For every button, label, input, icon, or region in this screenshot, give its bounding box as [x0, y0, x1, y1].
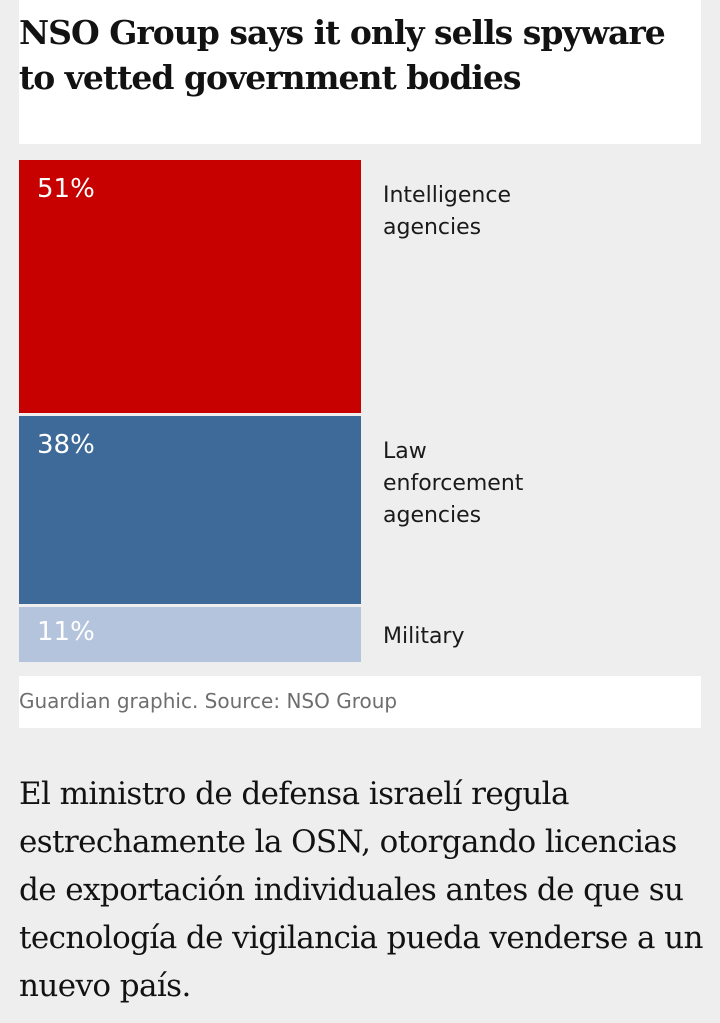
- chart-title: NSO Group says it only sells spyware to …: [19, 13, 666, 97]
- data-label-law-enforcement-agencies: 38%: [37, 430, 95, 460]
- stacked-bar-chart: 51% 38% 11%: [19, 160, 361, 662]
- title-panel: [19, 0, 701, 144]
- bar-segment-military: 11%: [19, 607, 361, 662]
- category-label-intelligence-agencies: Intelligence agencies: [383, 183, 512, 240]
- source-panel: [19, 676, 701, 728]
- data-label-intelligence-agencies: 51%: [37, 174, 95, 204]
- article-paragraph: El ministro de defensa israelí regula es…: [19, 776, 703, 1004]
- data-label-military: 11%: [37, 617, 95, 647]
- chart-source: Guardian graphic. Source: NSO Group: [19, 689, 398, 713]
- category-label-military: Military: [383, 624, 465, 649]
- category-label-law-enforcement-agencies: Law enforcement agencies: [383, 439, 524, 528]
- bar-segment-intelligence-agencies: 51%: [19, 160, 361, 413]
- bar-segment-law-enforcement-agencies: 38%: [19, 416, 361, 604]
